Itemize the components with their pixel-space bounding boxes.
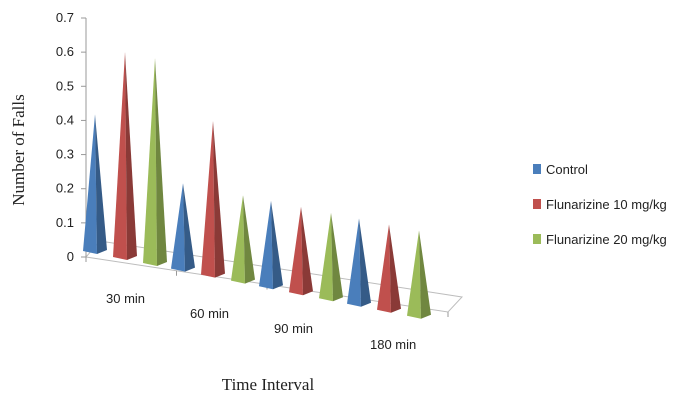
cone-bar bbox=[231, 195, 255, 284]
cone-bar bbox=[347, 218, 371, 307]
cone-bar bbox=[143, 58, 167, 267]
cone-bar bbox=[259, 200, 283, 290]
cone-bar bbox=[83, 114, 107, 254]
y-tick-label: 0.7 bbox=[56, 10, 74, 25]
legend-entry: Control bbox=[546, 162, 588, 177]
legend-swatch bbox=[533, 164, 541, 174]
legend-swatch bbox=[533, 199, 541, 209]
cone-bar bbox=[377, 224, 401, 313]
x-tick-label: 60 min bbox=[190, 306, 229, 321]
y-tick-label: 0.5 bbox=[56, 78, 74, 93]
legend-entry: Flunarizine 10 mg/kg bbox=[546, 197, 667, 212]
legend-swatch bbox=[533, 234, 541, 244]
legend-entry: Flunarizine 20 mg/kg bbox=[546, 232, 667, 247]
x-tick-label: 30 min bbox=[106, 291, 145, 306]
x-tick-label: 90 min bbox=[274, 321, 313, 336]
cone-bar bbox=[407, 230, 431, 319]
cone-bar bbox=[113, 52, 137, 261]
x-axis-label: Time Interval bbox=[222, 375, 315, 394]
y-tick-label: 0.2 bbox=[56, 181, 74, 196]
cone-bar bbox=[201, 120, 225, 278]
y-tick-label: 0.1 bbox=[56, 215, 74, 230]
y-tick-label: 0.6 bbox=[56, 44, 74, 59]
x-tick-label: 180 min bbox=[370, 337, 416, 352]
y-tick-label: 0 bbox=[67, 249, 74, 264]
cone-bar bbox=[171, 183, 195, 272]
y-tick-label: 0.4 bbox=[56, 112, 74, 127]
y-axis-label: Number of Falls bbox=[9, 94, 28, 205]
cone-bar bbox=[319, 212, 343, 302]
y-tick-label: 0.3 bbox=[56, 147, 74, 162]
cone-bar bbox=[289, 206, 313, 296]
